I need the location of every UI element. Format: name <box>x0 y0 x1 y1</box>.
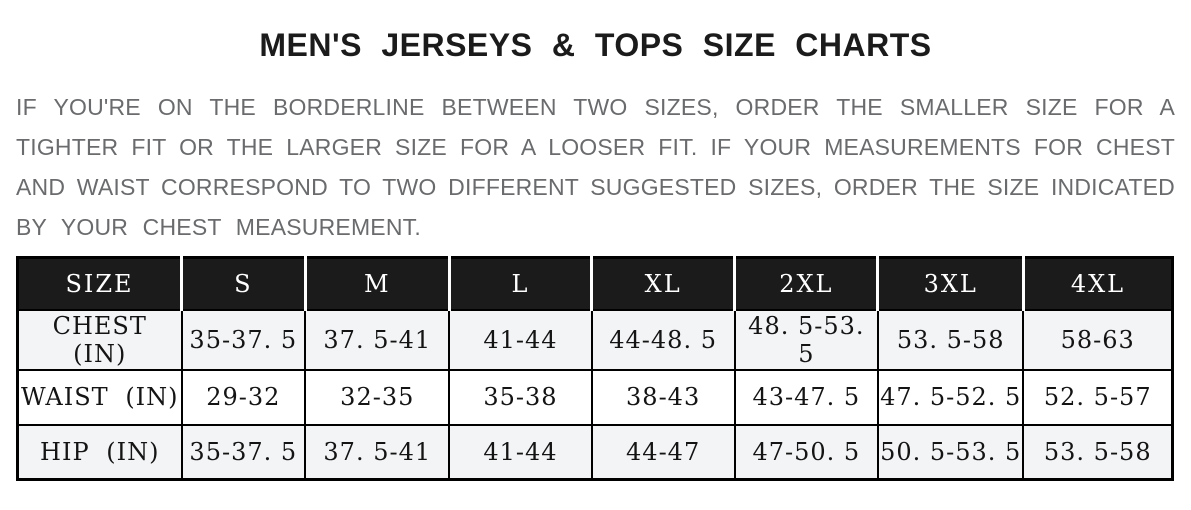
chest-value-2xl: 48. 5-53. 5 <box>733 308 879 371</box>
waist-value-3xl: 47. 5-52. 5 <box>876 368 1025 426</box>
hip-value-l: 41-44 <box>448 423 593 481</box>
chest-value-3xl: 53. 5-58 <box>876 308 1025 371</box>
row-label-waist: WAIST (IN) <box>16 368 183 426</box>
chest-value-s: 35-37. 5 <box>180 308 307 371</box>
header-cell-xl: XL <box>591 257 737 311</box>
hip-value-2xl: 47-50. 5 <box>733 423 879 481</box>
waist-value-m: 32-35 <box>304 368 451 426</box>
header-cell-4xl: 4XL <box>1023 257 1173 311</box>
header-cell-3xl: 3XL <box>877 257 1025 311</box>
waist-value-s: 29-32 <box>180 368 307 426</box>
header-cell-l: L <box>449 257 594 311</box>
intro-line-1: IF YOU'RE ON THE BORDERLINE BETWEEN TWO … <box>16 94 1175 121</box>
row-chest: CHEST (IN) 35-37. 5 37. 5-41 41-44 44-48… <box>16 308 1174 371</box>
hip-value-4xl: 53. 5-58 <box>1022 423 1174 481</box>
header-cell-size: SIZE <box>17 257 183 311</box>
chest-value-xl: 44-48. 5 <box>590 308 736 371</box>
chest-value-l: 41-44 <box>448 308 593 371</box>
waist-value-2xl: 43-47. 5 <box>733 368 879 426</box>
hip-value-s: 35-37. 5 <box>180 423 307 481</box>
row-label-hip: HIP (IN) <box>16 423 183 481</box>
waist-value-l: 35-38 <box>448 368 593 426</box>
intro-paragraph: IF YOU'RE ON THE BORDERLINE BETWEEN TWO … <box>16 87 1175 247</box>
chest-value-m: 37. 5-41 <box>304 308 451 371</box>
row-hip: HIP (IN) 35-37. 5 37. 5-41 41-44 44-47 4… <box>16 423 1174 481</box>
header-cell-s: S <box>181 257 307 311</box>
hip-value-m: 37. 5-41 <box>304 423 451 481</box>
intro-line-2: TIGHTER FIT OR THE LARGER SIZE FOR A LOO… <box>16 134 1175 161</box>
intro-line-3: AND WAIST CORRESPOND TO TWO DIFFERENT SU… <box>16 174 1175 201</box>
size-header-row: SIZE S M L XL 2XL 3XL 4XL <box>17 257 1173 311</box>
hip-value-xl: 44-47 <box>590 423 736 481</box>
header-cell-m: M <box>305 257 451 311</box>
waist-value-xl: 38-43 <box>590 368 736 426</box>
waist-value-4xl: 52. 5-57 <box>1022 368 1174 426</box>
hip-value-3xl: 50. 5-53. 5 <box>876 423 1025 481</box>
row-waist: WAIST (IN) 29-32 32-35 35-38 38-43 43-47… <box>16 368 1174 426</box>
size-chart-page: MEN'S JERSEYS & TOPS SIZE CHARTS IF YOU'… <box>0 24 1191 510</box>
header-cell-2xl: 2XL <box>734 257 880 311</box>
intro-line-4: BY YOUR CHEST MEASUREMENT. <box>16 214 421 241</box>
row-label-chest: CHEST (IN) <box>16 308 183 371</box>
size-chart-table: SIZE S M L XL 2XL 3XL 4XL CHEST (IN) 35-… <box>16 256 1174 482</box>
page-title: MEN'S JERSEYS & TOPS SIZE CHARTS <box>259 27 932 63</box>
chest-value-4xl: 58-63 <box>1022 308 1174 371</box>
